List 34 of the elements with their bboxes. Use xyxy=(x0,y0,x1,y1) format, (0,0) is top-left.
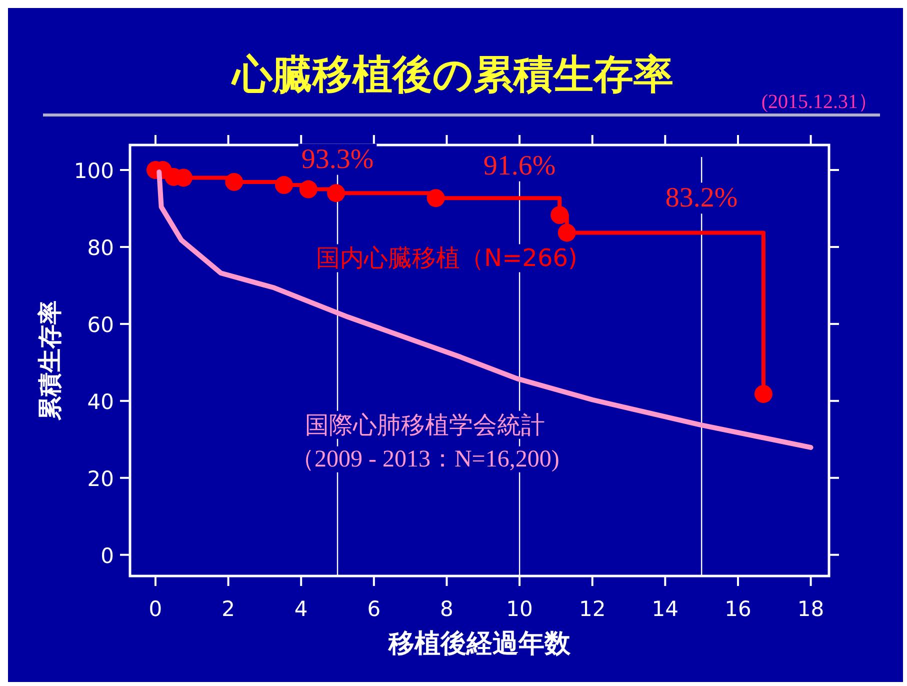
x-tick-label: 0 xyxy=(148,597,162,621)
x-tick-label: 18 xyxy=(797,597,824,621)
point xyxy=(275,176,293,194)
point xyxy=(558,224,576,242)
y-tick-label: 40 xyxy=(87,390,114,414)
annotation: 93.3% xyxy=(301,144,374,175)
x-tick-label: 16 xyxy=(724,597,752,621)
y-tick-label: 20 xyxy=(87,466,114,491)
y-tick-label: 100 xyxy=(74,159,114,184)
series-label: 国内心臓移植（N=266) xyxy=(316,244,578,272)
y-tick-label: 80 xyxy=(87,236,114,260)
x-axis-title: 移植後経過年数 xyxy=(388,629,572,659)
annotation: （2009 - 2013：N=16,200) xyxy=(290,446,560,472)
x-tick-label: 6 xyxy=(367,597,381,621)
x-tick-label: 8 xyxy=(440,597,454,621)
x-tick-label: 2 xyxy=(222,597,235,621)
point xyxy=(754,384,772,403)
x-tick-label: 12 xyxy=(578,597,606,621)
y-tick-label: 60 xyxy=(87,312,114,337)
x-tick-label: 14 xyxy=(652,597,679,621)
annotation: 91.6% xyxy=(483,150,556,182)
y-tick-label: 0 xyxy=(100,544,114,568)
series-label: 国際心肺移植学会統計 xyxy=(304,410,545,439)
chart-title: 心臓移植後の累積生存率 xyxy=(230,52,674,98)
annotation: 83.2% xyxy=(665,182,738,214)
x-tick-label: 4 xyxy=(294,597,308,621)
y-axis-title: 累積生存率 xyxy=(36,300,64,422)
point xyxy=(327,184,346,202)
text: (2015.12.31） xyxy=(761,91,878,113)
point xyxy=(225,172,244,191)
point xyxy=(426,189,445,208)
point xyxy=(299,180,318,198)
point xyxy=(550,206,569,224)
x-tick-label: 10 xyxy=(506,597,533,621)
